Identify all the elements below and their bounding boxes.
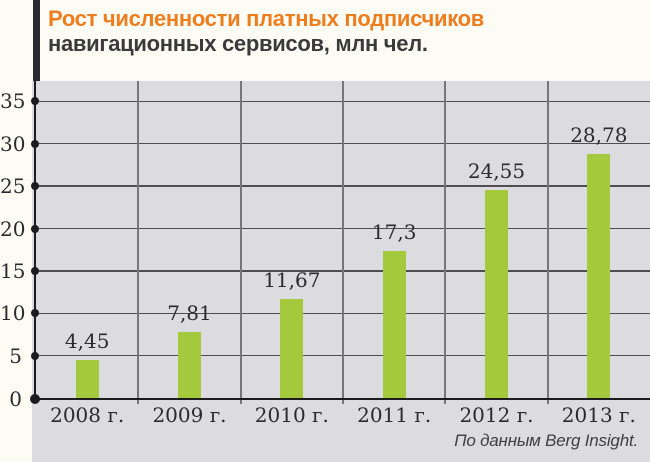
x-tick-label: 2013 г. [561,403,636,427]
bar [178,331,201,398]
y-axis-line [33,81,37,401]
bar [75,360,99,398]
bar-value-label: 24,55 [467,158,526,183]
y-tick-label: 5 [9,343,22,368]
bar-value-label: 17,3 [371,220,417,245]
y-tick-dot [30,224,39,233]
x-tick-label: 2011 г. [357,403,432,427]
v-gridline [546,81,549,404]
bar-value-label: 7,81 [167,300,212,325]
y-tick-label: 10 [0,301,26,326]
v-gridline [137,81,140,404]
y-tick-label: 35 [0,89,26,114]
chart-title-line2: навигационных сервисов, млн чел. [48,31,428,56]
y-tick-dot [29,393,40,404]
bar [587,154,611,398]
v-gridline [342,81,344,404]
y-tick-label: 0 [9,386,22,411]
y-tick-dot [30,97,39,106]
bar-value-label: 4,45 [64,329,110,354]
bar-value-label: 11,67 [263,268,321,293]
chart-title: Рост численности платных подписчиков нав… [48,6,638,56]
y-tick-dot [30,351,39,360]
x-tick-label: 2012 г. [459,403,534,427]
x-axis-line [33,397,650,401]
bar [485,189,508,398]
y-tick-label: 30 [0,131,26,156]
v-gridline [239,81,242,404]
y-tick-label: 15 [0,258,26,283]
chart-title-line1: Рост численности платных подписчиков [48,6,484,31]
title-accent-bar [33,0,40,81]
y-tick-label: 20 [0,216,26,241]
y-tick-dot [30,266,39,275]
y-tick-label: 25 [0,174,26,199]
x-tick-label: 2008 г. [50,403,125,427]
v-gridline [444,81,447,404]
y-tick-dot [30,309,39,318]
bar [280,299,304,398]
source-note: По данным Berg Insight. [454,431,638,450]
y-tick-dot [30,182,39,191]
bar [382,251,406,398]
x-tick-label: 2010 г. [254,403,329,427]
y-tick-dot [30,139,39,148]
x-tick-label: 2009 г. [152,403,227,427]
bar-value-label: 28,78 [570,123,628,148]
